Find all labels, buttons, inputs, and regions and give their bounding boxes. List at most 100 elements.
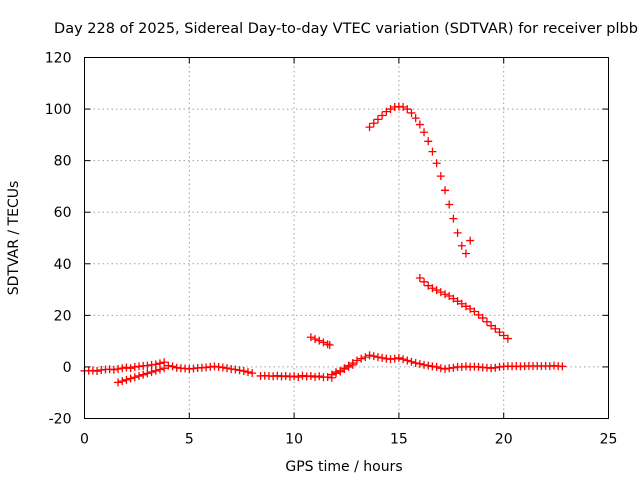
data-point — [373, 115, 382, 124]
data-point — [432, 159, 441, 168]
data-point — [436, 364, 445, 373]
y-tick-label: 20 — [54, 308, 72, 324]
data-point — [235, 366, 244, 375]
x-tick-label: 0 — [80, 432, 89, 448]
data-point — [139, 370, 148, 379]
data-point — [445, 200, 454, 209]
data-point — [394, 353, 403, 362]
data-point — [306, 333, 315, 342]
chart-title: Day 228 of 2025, Sidereal Day-to-day VTE… — [54, 21, 638, 37]
data-point — [122, 375, 131, 384]
data-point — [466, 236, 475, 245]
data-point — [352, 356, 361, 365]
data-point — [122, 363, 131, 372]
x-tick-label: 15 — [390, 432, 408, 448]
data-point — [348, 360, 357, 369]
data-point — [155, 365, 164, 374]
data-point — [239, 367, 248, 376]
data-point — [461, 302, 470, 311]
data-point — [218, 363, 227, 372]
data-point — [325, 341, 334, 350]
data-point — [474, 310, 483, 319]
data-point — [424, 137, 433, 146]
data-point — [478, 313, 487, 322]
y-tick-label: 80 — [54, 154, 72, 170]
data-point — [118, 364, 127, 373]
series-1 — [114, 364, 169, 387]
data-point — [424, 361, 433, 370]
series-5 — [415, 273, 512, 343]
y-axis-label: SDTVAR / TECUs — [6, 181, 22, 296]
y-tick-label: 120 — [45, 51, 72, 67]
data-point — [403, 356, 412, 365]
data-point — [344, 362, 353, 371]
data-point — [420, 360, 429, 369]
data-point — [482, 317, 491, 326]
data-point — [294, 372, 303, 381]
data-point — [143, 361, 152, 370]
data-point — [491, 363, 500, 372]
data-point — [290, 372, 299, 381]
data-point — [503, 334, 512, 343]
data-point — [315, 336, 324, 345]
data-point — [340, 364, 349, 373]
data-point — [336, 366, 345, 375]
data-point — [323, 372, 332, 381]
data-point — [432, 362, 441, 371]
data-point — [378, 111, 387, 120]
series-0 — [80, 351, 567, 382]
data-point — [449, 363, 458, 372]
data-point — [369, 119, 378, 128]
data-point — [147, 368, 156, 377]
x-tick-label: 10 — [285, 432, 303, 448]
data-point — [499, 331, 508, 340]
data-point — [369, 352, 378, 361]
data-point — [143, 369, 152, 378]
data-point — [273, 371, 282, 380]
data-point — [457, 241, 466, 250]
data-point — [449, 294, 458, 303]
data-point — [386, 105, 395, 114]
data-point — [411, 114, 420, 123]
data-point — [407, 357, 416, 366]
data-point — [114, 364, 123, 373]
y-tick-label: 0 — [63, 360, 72, 376]
data-point — [93, 367, 102, 376]
data-point — [487, 321, 496, 330]
data-point — [420, 277, 429, 286]
data-point — [311, 335, 320, 344]
series-4 — [365, 102, 475, 258]
data-point — [114, 378, 123, 387]
data-point — [315, 372, 324, 381]
y-tick-label: -20 — [49, 412, 72, 428]
data-point — [223, 364, 232, 373]
data-point — [365, 351, 374, 360]
data-point — [495, 328, 504, 337]
data-point — [436, 288, 445, 297]
data-point — [382, 107, 391, 116]
data-point — [558, 362, 567, 371]
data-point — [311, 372, 320, 381]
data-point — [126, 364, 135, 373]
data-point — [453, 297, 462, 306]
axis-ticks: 0 5 10 15 20 25 -20 0 20 40 60 80 100 120 — [45, 51, 618, 448]
data-points — [80, 102, 567, 387]
data-point — [361, 353, 370, 362]
data-point — [365, 123, 374, 132]
data-point — [441, 364, 450, 373]
data-point — [470, 307, 479, 316]
data-point — [134, 371, 143, 380]
data-point — [407, 108, 416, 117]
x-axis-label: GPS time / hours — [285, 459, 402, 475]
data-point — [399, 103, 408, 112]
data-point — [323, 340, 332, 349]
data-point — [420, 128, 429, 137]
data-point — [319, 338, 328, 347]
data-point — [453, 228, 462, 237]
x-tick-label: 5 — [185, 432, 194, 448]
data-point — [428, 147, 437, 156]
data-point — [441, 186, 450, 195]
data-point — [126, 374, 135, 383]
data-point — [457, 299, 466, 308]
